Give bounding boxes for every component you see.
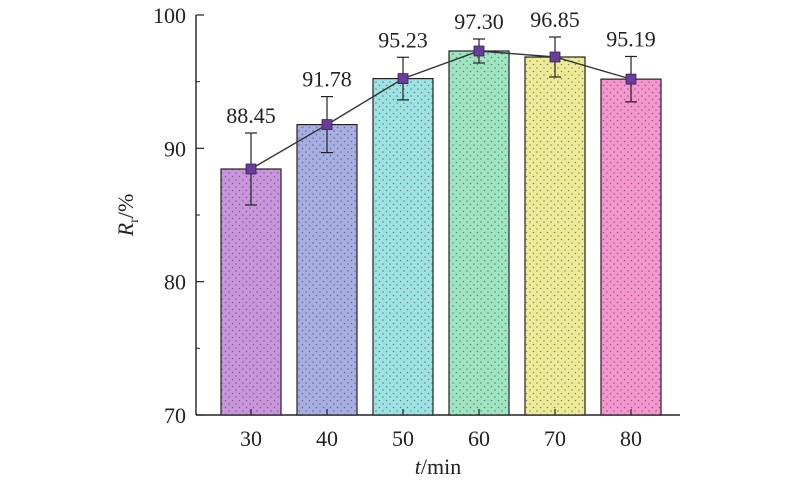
trend-line-layer (250, 50, 632, 170)
y-tick-label-90: 90 (164, 136, 186, 161)
data-label-80: 95.19 (606, 26, 656, 51)
x-axis-title: t/min (415, 454, 461, 479)
x-tick-label-80: 80 (620, 426, 642, 451)
data-label-70: 96.85 (530, 7, 580, 32)
data-labels-layer: 88.45 91.78 95.23 97.30 96.85 95.19 (226, 7, 656, 128)
x-tick-label-40: 40 (316, 426, 338, 451)
bar-pattern-30 (221, 169, 281, 415)
marker-40 (321, 119, 333, 130)
y-tick-label-100: 100 (153, 3, 186, 28)
trend-line (250, 50, 632, 170)
x-tick-label-60: 60 (468, 426, 490, 451)
bar-pattern-50 (373, 78, 433, 415)
y-axis-title: Rr/% (113, 194, 142, 238)
x-tick-label-30: 30 (240, 426, 262, 451)
data-label-60: 97.30 (454, 9, 504, 34)
bar-pattern-80 (601, 79, 661, 415)
marker-60 (473, 45, 485, 57)
y-tick-label-70: 70 (164, 403, 186, 428)
data-label-50: 95.23 (378, 27, 428, 52)
bar-pattern-60 (449, 51, 509, 415)
marker-70 (549, 51, 561, 63)
x-ticks-layer: 30 40 50 60 70 80 (240, 409, 642, 451)
y-ticks-layer: 70 80 90 100 (153, 3, 204, 428)
bar-pattern-70 (525, 57, 585, 415)
bar-pattern-40 (297, 124, 357, 415)
x-tick-label-70: 70 (544, 426, 566, 451)
x-tick-label-50: 50 (392, 426, 414, 451)
data-label-30: 88.45 (226, 103, 276, 128)
y-tick-label-80: 80 (164, 270, 186, 295)
marker-30 (245, 163, 257, 175)
data-label-40: 91.78 (302, 67, 352, 92)
bars-layer (220, 50, 662, 416)
markers-layer (245, 45, 637, 175)
marker-80 (625, 73, 637, 85)
marker-50 (397, 73, 409, 84)
